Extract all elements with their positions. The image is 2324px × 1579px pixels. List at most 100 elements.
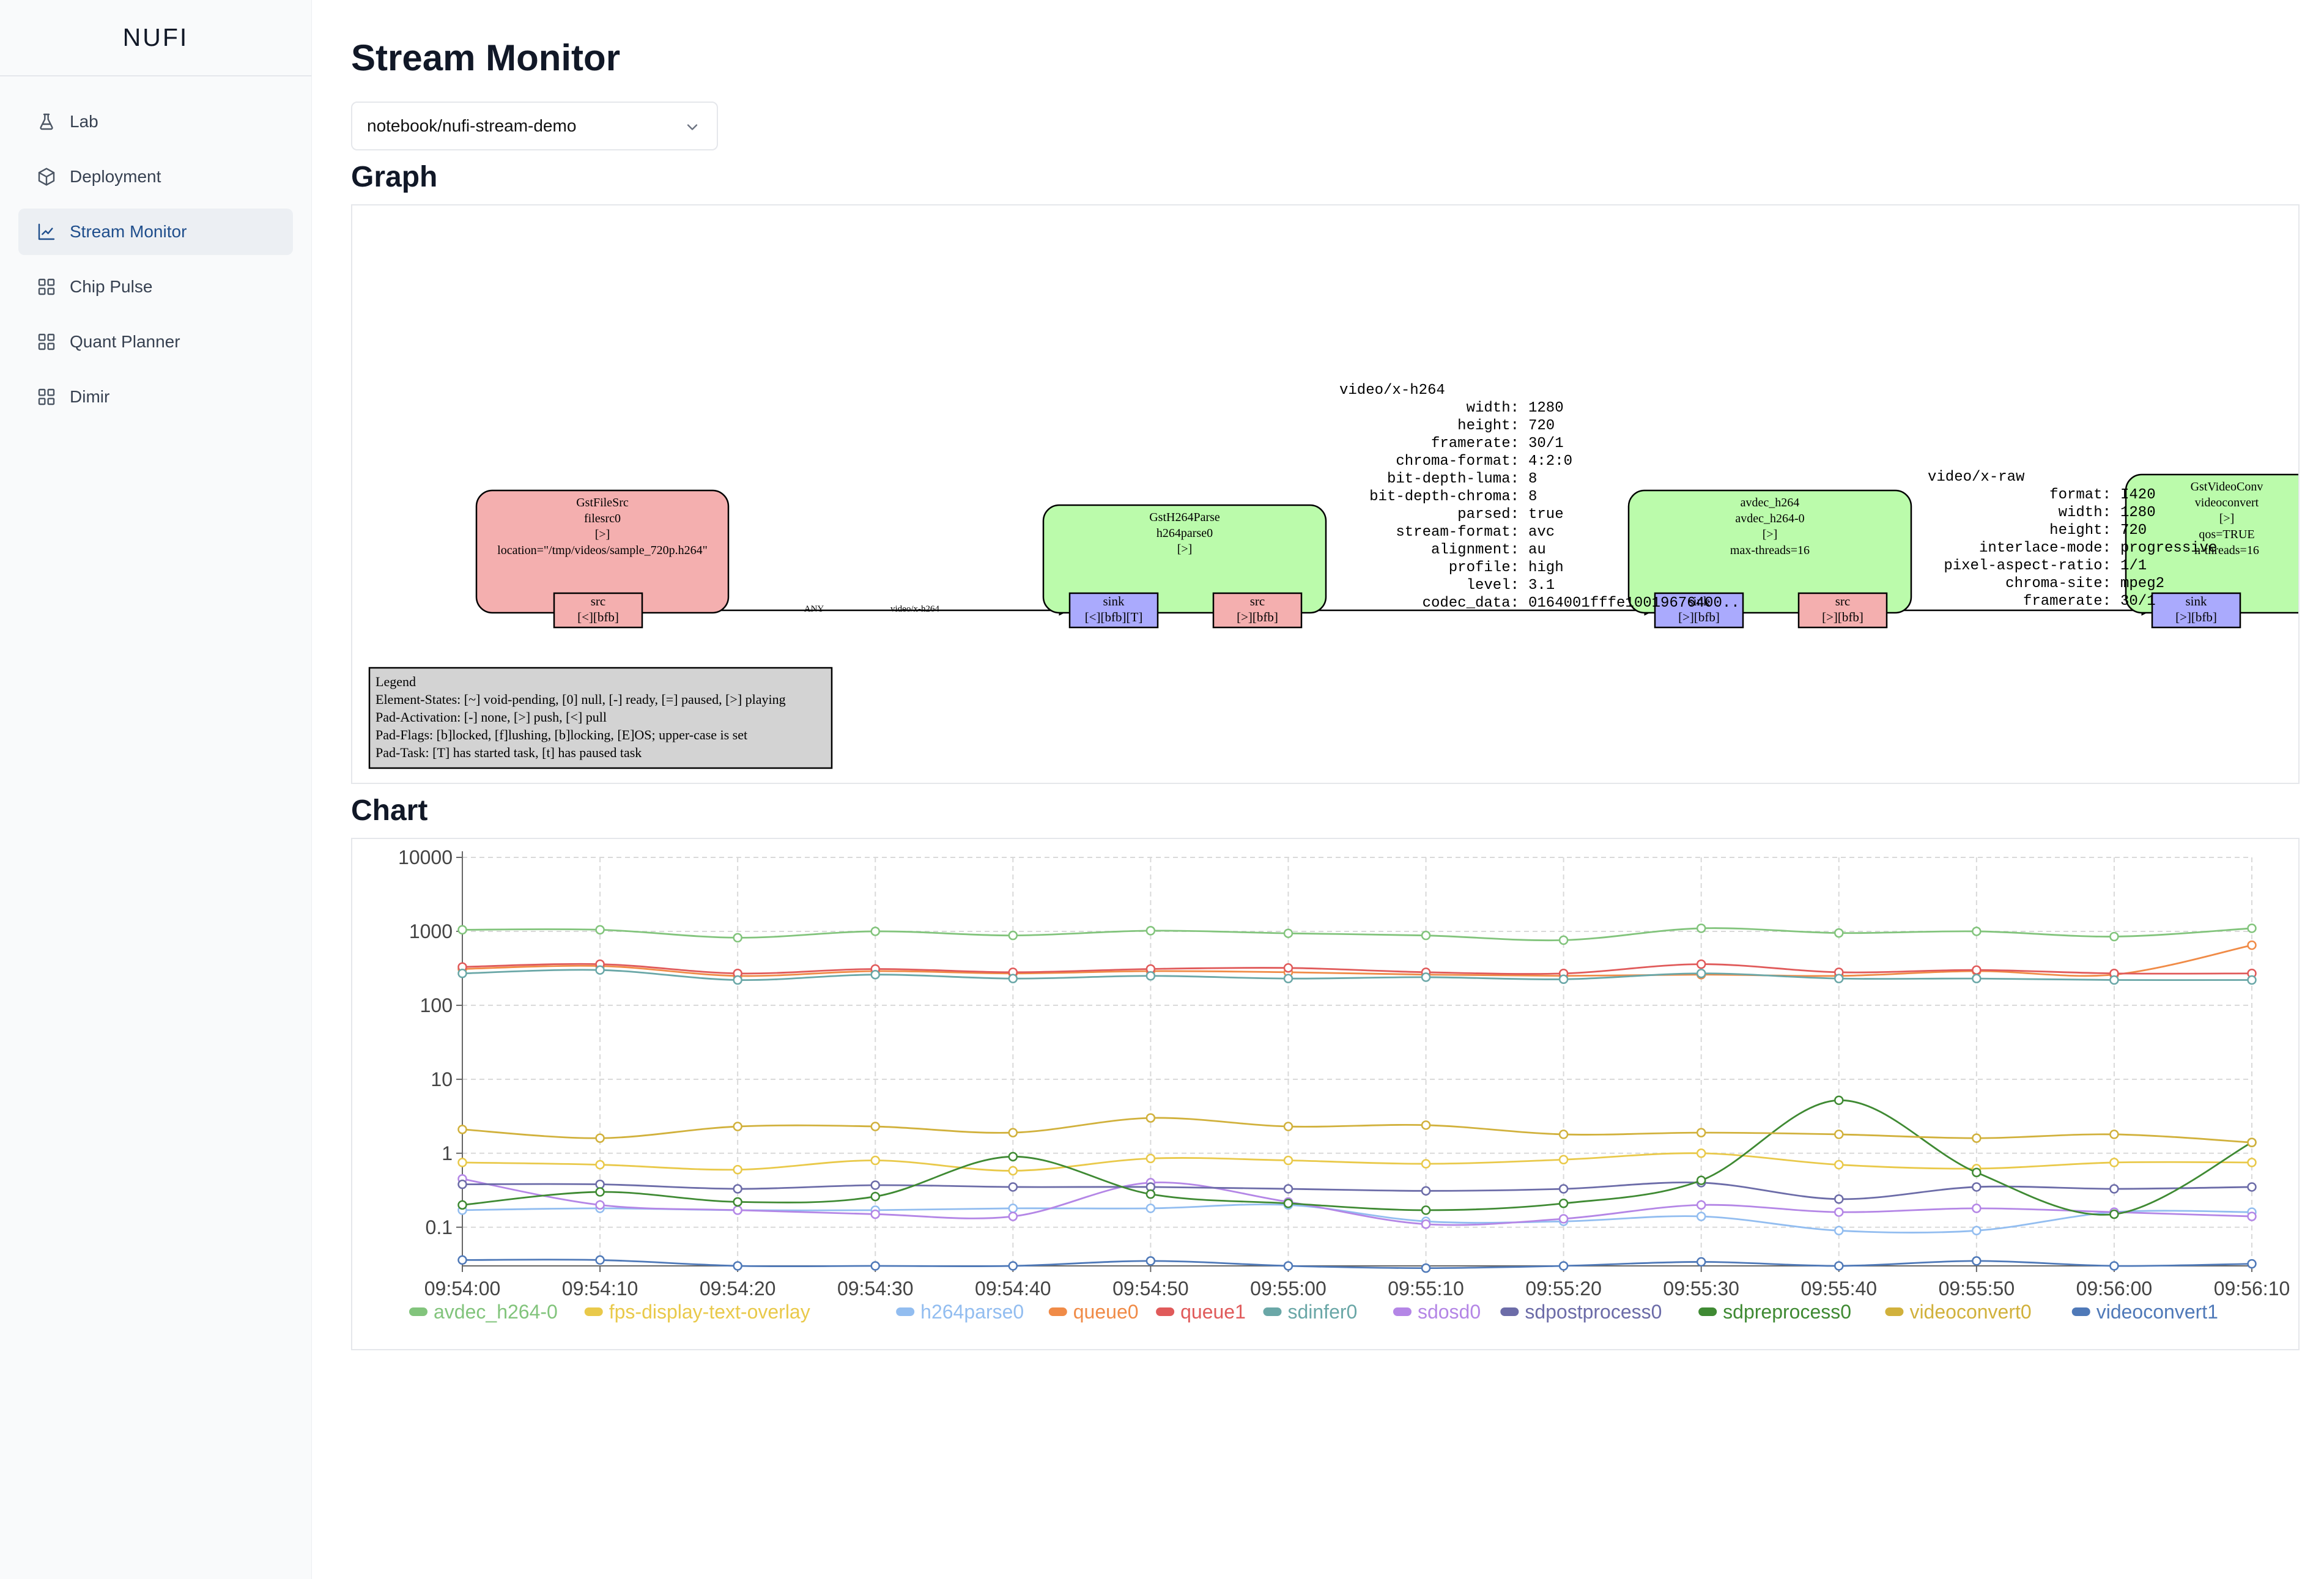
y-tick-label: 0.1 [426,1216,453,1238]
data-point [2247,923,2257,933]
sidebar-item-chip-pulse[interactable]: Chip Pulse [18,264,293,310]
graph-node-label: max-threads=16 [1730,544,1810,557]
graph-node-videoconvert: GstVideoConv videoconvert [>] qos=TRUE n-thr… [2125,473,2298,629]
series-line [462,969,2252,982]
series-line [462,1152,2252,1172]
data-point [1972,974,1982,983]
data-point [457,1255,467,1265]
legend-item-fps-display-text-overlay[interactable]: fps-display-text-overlay [584,1301,810,1323]
grid-icon [37,387,56,407]
grid-icon [37,277,56,297]
graph-pad-label: src [591,594,606,608]
data-point [1283,1261,1293,1271]
legend-item-videoconvert1[interactable]: videoconvert1 [2071,1301,2218,1323]
series-line [462,1099,2252,1216]
caps-value: I420 [2120,487,2156,503]
series-line [462,1178,2252,1226]
legend-label: queue1 [1180,1301,1246,1323]
data-point [870,1155,880,1166]
pipeline-select[interactable]: notebook/nufi-stream-demo [351,102,718,150]
data-point [1972,1204,1982,1213]
graph-node-label: GstH264Parse [1149,511,1220,524]
data-point [595,1179,605,1189]
data-point [1145,1113,1156,1123]
data-point [457,1200,467,1210]
data-point [595,1255,605,1265]
legend-swatch [584,1307,603,1316]
data-point [1558,1199,1569,1208]
data-point [1421,1186,1431,1196]
data-point [1421,1205,1431,1215]
y-tick-label: 10 [431,1068,453,1090]
caps-value: 720 [2120,522,2147,539]
data-point [1558,1261,1569,1271]
x-tick-label: 09:55:50 [1939,1278,2015,1300]
data-point [1421,930,1431,941]
data-point [870,1122,880,1131]
legend-item-sdpreprocess0[interactable]: sdpreprocess0 [1698,1301,1851,1323]
data-point [595,1187,605,1197]
data-point [1696,1257,1706,1267]
graph-node-label: [>] [1177,542,1193,556]
data-point [1421,972,1431,982]
legend-swatch [1698,1307,1717,1316]
graph-node-avdec: avdec_h264 avdec_h264-0 [>] max-threads=16 s… [1627,489,1912,629]
legend-label: avdec_h264-0 [434,1301,558,1323]
legend-item-avdec_h264-0[interactable]: avdec_h264-0 [409,1301,558,1323]
graph-node-label: videoconvert [2195,496,2259,509]
legend-item-queue1[interactable]: queue1 [1156,1301,1246,1323]
data-point [1972,1226,1982,1236]
legend-item-queue0[interactable]: queue0 [1048,1301,1139,1323]
sidebar-nav: Lab Deployment Stream Monitor Chip Pulse Qua… [0,76,311,420]
data-point [2109,1261,2119,1271]
legend-swatch [1156,1307,1175,1316]
data-point [1972,1256,1982,1266]
graph-pad-label: sink [1688,594,1710,608]
data-point [1696,1211,1706,1221]
legend-item-sdpostprocess0[interactable]: sdpostprocess0 [1500,1301,1662,1323]
data-point [2109,975,2119,985]
data-point [1283,1155,1293,1166]
data-point [595,1159,605,1170]
x-tick-label: 09:56:10 [2214,1278,2290,1300]
series-sdinfer0 [457,965,2257,985]
sidebar-item-stream-monitor[interactable]: Stream Monitor [18,209,293,255]
data-point [1283,1199,1293,1208]
legend-item-sdinfer0[interactable]: sdinfer0 [1263,1301,1357,1323]
data-point [1834,1207,1844,1217]
legend-item-sdosd0[interactable]: sdosd0 [1393,1301,1481,1323]
legend-line: Legend [376,674,416,689]
data-point [1834,974,1844,983]
caps-key: chroma-site: [2005,575,2111,592]
line-chart-icon [37,222,56,242]
data-point [1696,1175,1706,1185]
caps-value: 4:2:0 [1528,453,1572,470]
series-videoconvert1 [457,1255,2257,1273]
graph-node-label: avdec_h264-0 [1735,512,1804,525]
caps-key: stream-format: [1396,524,1519,541]
sidebar-item-quant-planner[interactable]: Quant Planner [18,319,293,365]
data-point [733,933,742,943]
sidebar-item-deployment[interactable]: Deployment [18,153,293,200]
data-point [1421,1219,1431,1229]
data-point [2247,1137,2257,1147]
caps-key: level: [1467,577,1519,594]
caps-value: au [1528,542,1546,558]
sidebar-item-lab[interactable]: Lab [18,98,293,145]
y-tick-label: 100 [420,994,453,1016]
graph-pad-label: sink [2185,594,2207,608]
caps-video-x-raw: video/x-raw format: I420 width: 1280 height: 7… [1928,469,2217,610]
data-point [1558,1155,1569,1164]
caps-value: 30/1 [2120,593,2156,610]
data-point [1696,959,1706,969]
sidebar-item-dimir[interactable]: Dimir [18,374,293,420]
data-point [2247,940,2257,950]
legend-item-h264parse0[interactable]: h264parse0 [896,1301,1024,1323]
data-point [733,1122,742,1131]
data-point [1696,1128,1706,1137]
data-point [733,1164,742,1175]
grid-icon [37,332,56,352]
data-point [1145,1204,1156,1213]
graph-pad-label: [>][bfb] [2175,610,2217,624]
legend-item-videoconvert0[interactable]: videoconvert0 [1885,1301,2032,1323]
